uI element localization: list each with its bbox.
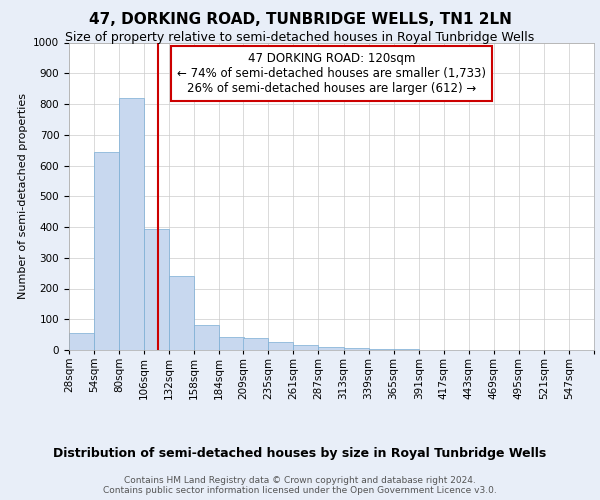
Bar — [319, 347, 344, 350]
Text: Contains HM Land Registry data © Crown copyright and database right 2024.
Contai: Contains HM Land Registry data © Crown c… — [103, 476, 497, 495]
Bar — [94, 152, 119, 350]
Bar — [219, 337, 244, 350]
Bar — [244, 338, 268, 350]
Bar — [119, 98, 144, 350]
Bar — [293, 346, 319, 350]
Bar — [169, 276, 194, 350]
Bar — [194, 325, 219, 350]
Text: 47 DORKING ROAD: 120sqm
← 74% of semi-detached houses are smaller (1,733)
26% of: 47 DORKING ROAD: 120sqm ← 74% of semi-de… — [177, 52, 486, 94]
Y-axis label: Number of semi-detached properties: Number of semi-detached properties — [17, 93, 28, 299]
Text: Distribution of semi-detached houses by size in Royal Tunbridge Wells: Distribution of semi-detached houses by … — [53, 448, 547, 460]
Bar — [268, 342, 293, 350]
Bar — [144, 228, 169, 350]
Text: 47, DORKING ROAD, TUNBRIDGE WELLS, TN1 2LN: 47, DORKING ROAD, TUNBRIDGE WELLS, TN1 2… — [89, 12, 511, 28]
Bar — [368, 349, 394, 350]
Text: Size of property relative to semi-detached houses in Royal Tunbridge Wells: Size of property relative to semi-detach… — [65, 31, 535, 44]
Bar — [344, 348, 368, 350]
Bar — [69, 333, 94, 350]
